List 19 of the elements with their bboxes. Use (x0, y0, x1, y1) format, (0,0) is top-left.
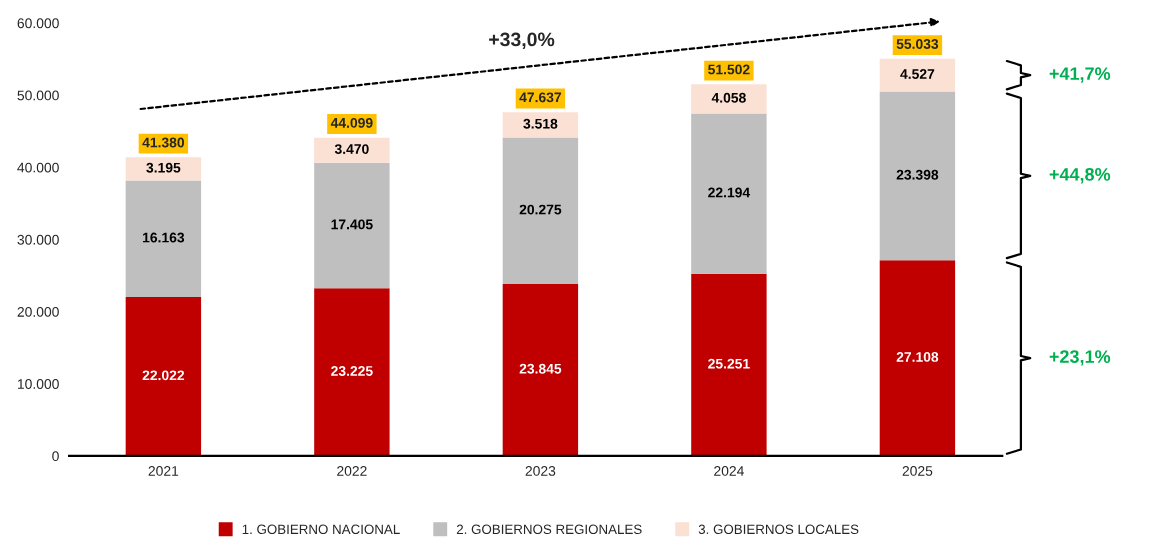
bar (879, 58, 956, 92)
text: +41,7% (1049, 67, 1111, 83)
bar (691, 113, 767, 274)
bar (691, 273, 767, 456)
bar (502, 137, 579, 284)
bar (314, 137, 390, 163)
bar (125, 157, 202, 181)
text: +44,8% (1049, 167, 1111, 184)
bar (314, 288, 390, 456)
text: +23,1% (1049, 350, 1111, 366)
bar (879, 91, 956, 261)
bar (314, 162, 390, 289)
bar (502, 112, 579, 138)
annotation: +33,0% (489, 32, 555, 50)
bar (125, 297, 202, 456)
bar (691, 84, 767, 114)
bar (502, 283, 579, 456)
bar (879, 260, 956, 456)
bar (125, 180, 202, 298)
